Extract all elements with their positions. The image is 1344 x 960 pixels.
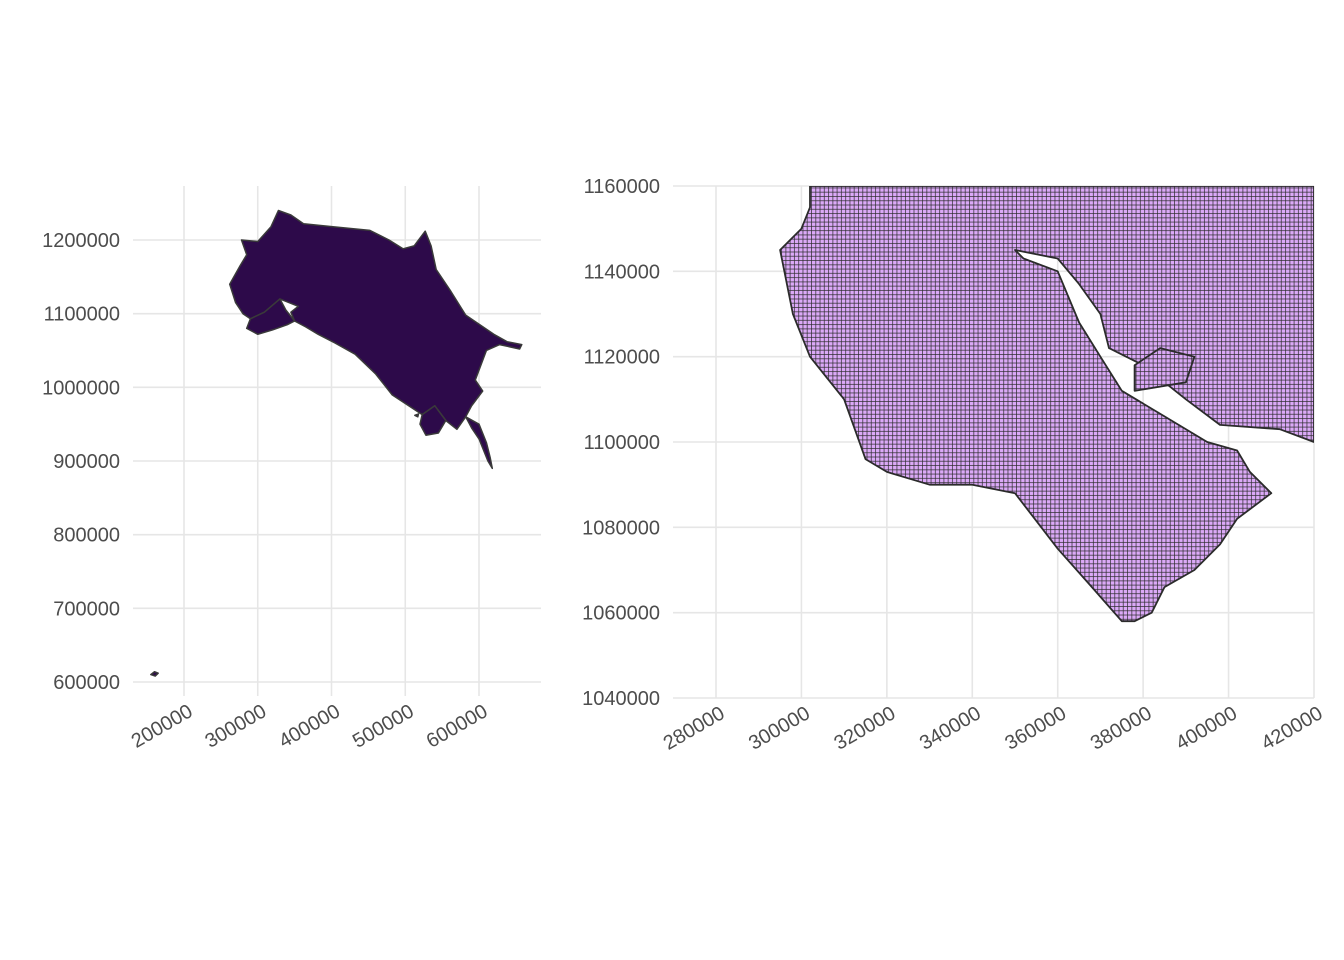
- map-shapes: [150, 209, 523, 677]
- cano-island: [414, 413, 420, 418]
- x-tick-label: 300000: [745, 702, 814, 754]
- y-tick-label: 1100000: [44, 304, 120, 326]
- cocos-island: [150, 670, 159, 677]
- zoomed-raster-panel: 1040000 1060000 1080000 1100000 1120000 11400…: [582, 176, 1326, 755]
- x-tick-label: 300000: [201, 700, 270, 752]
- y-tick-label: 1000000: [42, 377, 120, 399]
- x-tick-label: 360000: [1001, 702, 1070, 754]
- x-tick-label: 420000: [1258, 702, 1327, 754]
- x-tick-label: 320000: [831, 702, 900, 754]
- y-tick-label: 1060000: [582, 603, 660, 625]
- x-tick-label: 200000: [128, 700, 197, 752]
- x-tick-label: 380000: [1087, 702, 1156, 754]
- x-axis-ticks: 280000 300000 320000 340000 360000 380000 4000…: [660, 702, 1327, 754]
- x-tick-label: 400000: [275, 700, 344, 752]
- burica-point: [464, 416, 494, 470]
- raster-shapes: [779, 186, 1314, 623]
- country-map-panel: 600000 700000 800000 900000 1000000 1100000 12…: [42, 186, 541, 753]
- x-tick-label: 280000: [660, 702, 729, 754]
- y-tick-label: 1080000: [582, 517, 660, 539]
- y-tick-label: 1160000: [584, 176, 660, 198]
- y-tick-label: 1100000: [584, 432, 660, 454]
- x-axis-ticks: 200000 300000 400000 500000 600000: [128, 700, 492, 752]
- osa-peninsula: [419, 405, 447, 436]
- raster-land: [779, 186, 1314, 623]
- y-tick-label: 800000: [53, 525, 120, 547]
- x-tick-label: 600000: [423, 700, 492, 752]
- x-tick-label: 340000: [916, 702, 985, 754]
- y-tick-label: 1140000: [584, 261, 660, 283]
- y-tick-label: 1040000: [582, 688, 660, 710]
- y-axis-ticks: 1040000 1060000 1080000 1100000 1120000 11400…: [582, 176, 660, 710]
- y-tick-label: 1200000: [42, 230, 120, 252]
- y-tick-label: 1120000: [584, 347, 660, 369]
- x-tick-label: 500000: [349, 700, 418, 752]
- x-tick-label: 400000: [1172, 702, 1241, 754]
- nicoya-peninsula: [245, 298, 296, 336]
- y-axis-ticks: 600000 700000 800000 900000 1000000 1100000 12…: [42, 230, 120, 694]
- y-tick-label: 600000: [53, 672, 120, 694]
- y-tick-label: 900000: [53, 451, 120, 473]
- raster-island: [1133, 347, 1196, 392]
- y-tick-label: 700000: [53, 598, 120, 620]
